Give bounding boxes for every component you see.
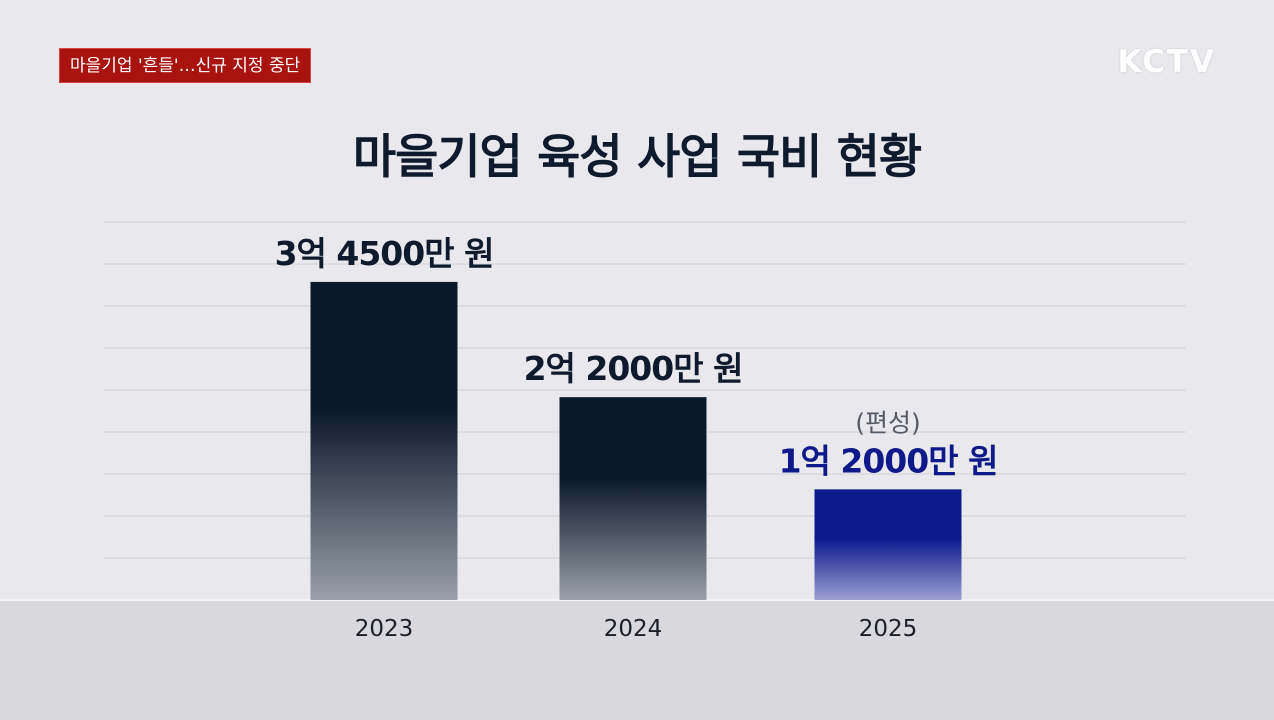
chart-title: 마을기업 육성 사업 국비 현황 xyxy=(352,130,922,185)
data-label-2023: 3억 4500만 원 xyxy=(275,234,494,273)
headline-text: 마을기업 '흔들'…신규 지정 중단 xyxy=(70,56,301,76)
bars xyxy=(310,281,962,600)
data-label-2025: 1억 2000만 원 xyxy=(779,441,998,480)
annotation-2025: (편성) xyxy=(855,408,921,437)
headline-banner: 마을기업 '흔들'…신규 지정 중단 xyxy=(59,48,312,83)
data-label-2024: 2억 2000만 원 xyxy=(524,349,743,388)
x-tick-2023: 2023 xyxy=(355,616,414,642)
bar-2025 xyxy=(814,489,962,600)
bar-2023 xyxy=(310,281,458,600)
kctv-logo: KCTV xyxy=(1117,44,1216,80)
x-tick-labels: 2023 2024 2025 xyxy=(355,616,918,642)
data-labels: 3억 4500만 원 2억 2000만 원 1억 2000만 원 (편성) xyxy=(275,234,999,480)
x-tick-2025: 2025 xyxy=(859,616,918,642)
bar-2024 xyxy=(559,397,707,600)
x-tick-2024: 2024 xyxy=(604,616,663,642)
chart-floor xyxy=(0,600,1274,720)
